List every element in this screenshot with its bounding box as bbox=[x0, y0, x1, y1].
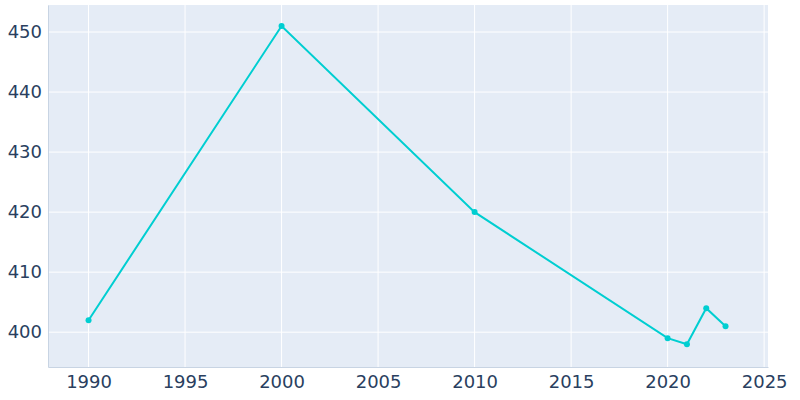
tick-label: 2010 bbox=[452, 371, 498, 392]
x-axis-line bbox=[49, 367, 769, 368]
y-axis: 400 410 420 430 440 450 bbox=[8, 6, 49, 368]
chart: 1990 1995 2000 2005 2010 2015 2020 2025 400 410 42… bbox=[0, 0, 800, 400]
tick: 2000 bbox=[259, 367, 305, 392]
tick-label: 2020 bbox=[645, 371, 691, 392]
tick-label: 2005 bbox=[356, 371, 402, 392]
grid bbox=[48, 5, 768, 367]
tick: 440 bbox=[8, 81, 48, 102]
tick-label: 400 bbox=[8, 321, 42, 342]
tick-label: 420 bbox=[8, 201, 42, 222]
grid-line-x bbox=[571, 5, 572, 367]
marker bbox=[279, 23, 285, 29]
marker bbox=[684, 341, 690, 347]
marker bbox=[472, 209, 478, 215]
tick: 450 bbox=[8, 21, 48, 42]
grid-line-x bbox=[88, 5, 89, 367]
grid-line-y bbox=[48, 212, 768, 213]
grid-line-x bbox=[474, 5, 475, 367]
tick-label: 1995 bbox=[163, 371, 209, 392]
tick: 1995 bbox=[163, 367, 209, 392]
grid-line-y bbox=[48, 152, 768, 153]
marker bbox=[703, 305, 709, 311]
plot-background bbox=[48, 5, 768, 367]
x-axis: 1990 1995 2000 2005 2010 2015 2020 2025 bbox=[49, 367, 788, 392]
tick: 2020 bbox=[645, 367, 691, 392]
marker bbox=[723, 323, 729, 329]
series bbox=[86, 23, 729, 347]
tick-label: 410 bbox=[8, 261, 42, 282]
tick: 400 bbox=[8, 321, 48, 342]
line bbox=[89, 26, 726, 344]
grid-line-x bbox=[185, 5, 186, 367]
tick: 2025 bbox=[742, 367, 788, 392]
tick: 1990 bbox=[66, 367, 112, 392]
tick-label: 2025 bbox=[742, 371, 788, 392]
grid-line-y bbox=[48, 272, 768, 273]
tick-label: 2000 bbox=[259, 371, 305, 392]
grid-line-x bbox=[378, 5, 379, 367]
grid-line-x bbox=[764, 5, 765, 367]
tick: 2010 bbox=[452, 367, 498, 392]
tick-label: 450 bbox=[8, 21, 42, 42]
tick-label: 440 bbox=[8, 81, 42, 102]
tick: 2015 bbox=[549, 367, 595, 392]
tick-label: 1990 bbox=[66, 371, 112, 392]
tick: 420 bbox=[8, 201, 48, 222]
tick: 2005 bbox=[356, 367, 402, 392]
marker bbox=[86, 317, 92, 323]
tick: 430 bbox=[8, 141, 48, 162]
grid-line-x bbox=[281, 5, 282, 367]
marker bbox=[665, 335, 671, 341]
grid-line-x bbox=[667, 5, 668, 367]
plot: 1990 1995 2000 2005 2010 2015 2020 2025 400 410 42… bbox=[8, 5, 788, 392]
grid-line-y bbox=[48, 92, 768, 93]
grid-line-y bbox=[48, 32, 768, 33]
tick-label: 430 bbox=[8, 141, 42, 162]
y-axis-line bbox=[48, 6, 49, 368]
tick: 410 bbox=[8, 261, 48, 282]
tick-label: 2015 bbox=[549, 371, 595, 392]
